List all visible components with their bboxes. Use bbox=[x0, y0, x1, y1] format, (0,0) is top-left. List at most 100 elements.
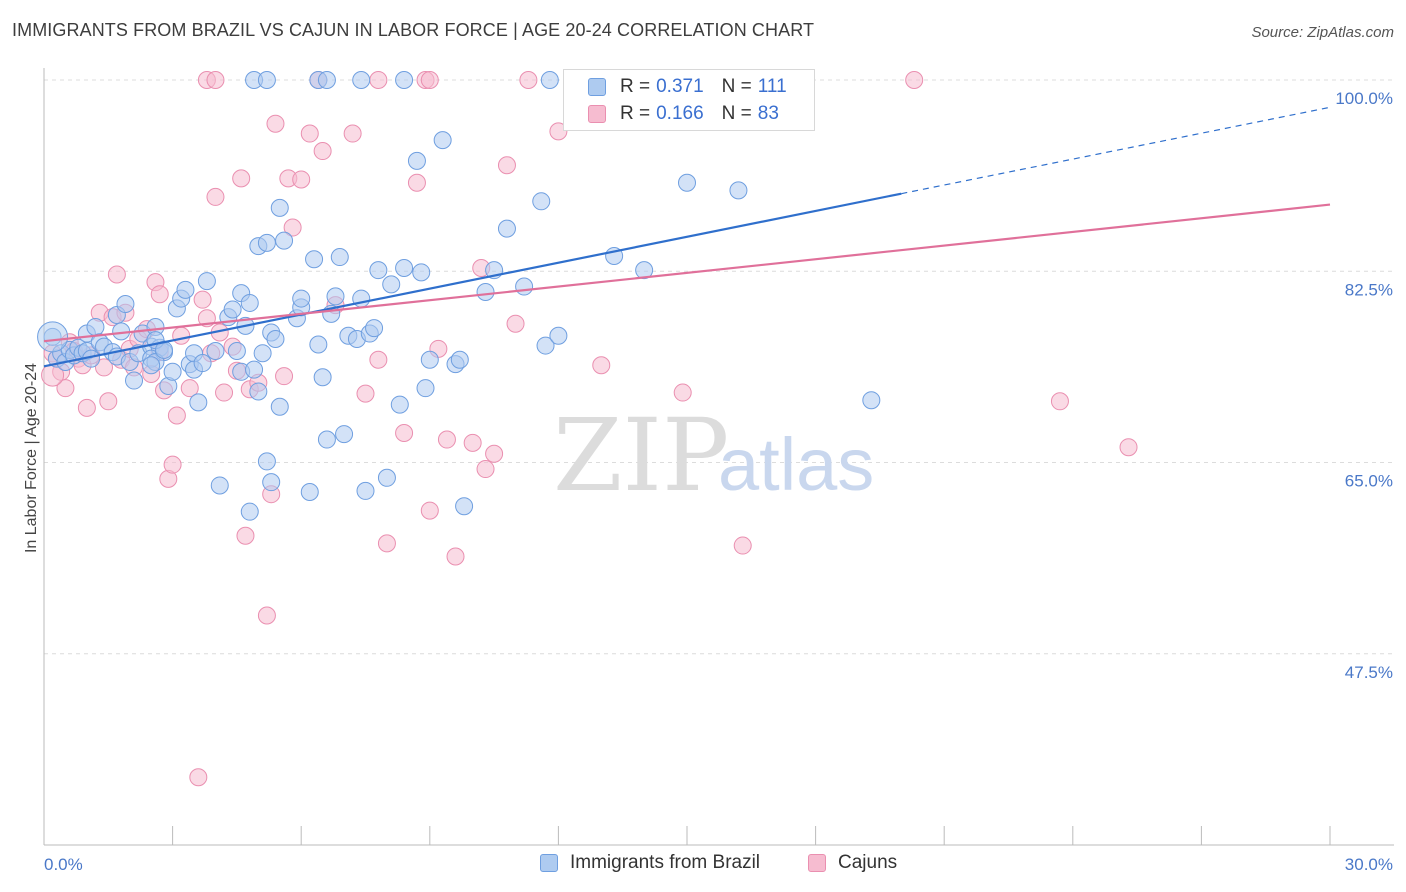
legend-row-cajun: R = 0.166 N = 83 bbox=[588, 101, 779, 127]
cajun-point bbox=[266, 114, 285, 133]
cajun-trend-line bbox=[43, 203, 1331, 343]
brazil-point bbox=[450, 350, 469, 369]
cajun-point bbox=[189, 768, 208, 787]
cajun-point bbox=[180, 379, 199, 398]
cajun-point bbox=[1119, 438, 1138, 457]
brazil-point bbox=[678, 173, 696, 192]
brazil-point bbox=[365, 319, 384, 338]
cajun-point bbox=[407, 173, 426, 192]
brazil-point bbox=[420, 350, 439, 369]
y-tick-label: 65.0% bbox=[1345, 472, 1393, 491]
chart-title: IMMIGRANTS FROM BRAZIL VS CAJUN IN LABOR… bbox=[12, 20, 815, 40]
brazil-point bbox=[189, 393, 208, 412]
brazil-point bbox=[309, 335, 328, 354]
cajun-point bbox=[733, 536, 752, 555]
brazil-point bbox=[515, 277, 534, 296]
cajun-point bbox=[206, 71, 225, 89]
brazil-point bbox=[197, 272, 216, 291]
brazil-point bbox=[412, 263, 431, 282]
cajun-point bbox=[1050, 392, 1069, 411]
cajun-point bbox=[592, 356, 611, 375]
cajun-point bbox=[369, 71, 388, 89]
cajun-point bbox=[236, 526, 255, 545]
brazil-point bbox=[390, 395, 409, 414]
brazil-trend-extension bbox=[901, 106, 1331, 195]
cajun-point bbox=[300, 124, 319, 143]
source-credit: Source: ZipAtlas.com bbox=[1251, 24, 1394, 41]
brazil-point bbox=[240, 293, 259, 312]
x-tick-label: 0.0% bbox=[44, 855, 83, 874]
cajun-point bbox=[437, 430, 456, 449]
cajun-point bbox=[167, 406, 186, 425]
y-tick-label: 47.5% bbox=[1345, 663, 1393, 682]
legend-item-brazil[interactable]: Immigrants from Brazil bbox=[540, 852, 760, 874]
legend-item-cajun[interactable]: Cajuns bbox=[808, 852, 897, 874]
brazil-point bbox=[433, 131, 452, 150]
brazil-point bbox=[455, 497, 474, 516]
legend-label-cajun: Cajuns bbox=[838, 852, 898, 873]
cajun-point bbox=[905, 71, 924, 89]
cajun-point bbox=[506, 314, 525, 333]
brazil-point bbox=[37, 321, 69, 353]
brazil-point bbox=[317, 71, 336, 89]
y-tick-label: 100.0% bbox=[1335, 89, 1393, 108]
brazil-point bbox=[116, 295, 135, 314]
brazil-point bbox=[275, 231, 294, 250]
brazil-point bbox=[326, 287, 345, 306]
brazil-point bbox=[206, 342, 225, 361]
trend-lines bbox=[43, 106, 1331, 368]
brazil-point bbox=[395, 71, 414, 89]
y-axis-label: In Labor Force | Age 20-24 bbox=[23, 363, 40, 553]
cajun-point bbox=[343, 124, 362, 143]
brazil-point bbox=[270, 397, 289, 416]
cajun-point bbox=[292, 170, 311, 189]
brazil-point bbox=[253, 344, 272, 363]
brazil-point bbox=[257, 71, 276, 89]
watermark: ZIP atlas bbox=[553, 397, 874, 514]
brazil-point bbox=[210, 476, 229, 495]
cajun-point bbox=[172, 326, 191, 345]
y-tick-labels: 47.5% 65.0% 82.5% 100.0% bbox=[1335, 89, 1393, 682]
legend-r-label: R = bbox=[620, 103, 651, 124]
legend-r-value: 0.166 bbox=[656, 103, 704, 124]
cajun-legend-swatch bbox=[808, 854, 826, 872]
brazil-point bbox=[395, 258, 414, 277]
brazil-point bbox=[193, 354, 212, 373]
cajun-point bbox=[497, 156, 516, 175]
brazil-point bbox=[330, 248, 349, 267]
brazil-point bbox=[142, 356, 161, 375]
cajun-point bbox=[673, 383, 692, 402]
cajun-point bbox=[377, 534, 396, 553]
cajun-point bbox=[99, 392, 118, 411]
brazil-point bbox=[549, 326, 568, 345]
legend-n-value: 83 bbox=[757, 103, 779, 124]
brazil-point bbox=[270, 198, 289, 217]
cajun-point bbox=[420, 501, 439, 520]
brazil-point bbox=[382, 275, 401, 294]
cajun-point bbox=[150, 285, 169, 304]
brazil-points bbox=[37, 71, 881, 521]
cajun-point bbox=[275, 367, 294, 386]
brazil-point bbox=[176, 280, 195, 299]
brazil-point bbox=[369, 261, 388, 280]
legend-row-brazil: R = 0.371 N = 111 bbox=[588, 74, 787, 100]
brazil-point bbox=[317, 430, 336, 449]
brazil-point bbox=[86, 317, 105, 336]
correlation-legend: R = 0.371 N = 111 R = 0.166 N = 83 bbox=[563, 69, 815, 131]
brazil-point bbox=[163, 362, 182, 381]
cajun-point bbox=[163, 455, 182, 474]
brazil-trend-line bbox=[43, 192, 902, 368]
brazil-point bbox=[262, 473, 281, 492]
brazil-point bbox=[862, 391, 881, 410]
cajun-point bbox=[313, 142, 332, 161]
brazil-point bbox=[335, 425, 354, 444]
brazil-point bbox=[416, 379, 435, 398]
legend-label-brazil: Immigrants from Brazil bbox=[570, 852, 761, 873]
brazil-point bbox=[245, 360, 264, 379]
y-tick-label: 82.5% bbox=[1345, 280, 1393, 299]
cajun-point bbox=[446, 547, 465, 566]
brazil-point bbox=[223, 300, 242, 319]
brazil-point bbox=[240, 502, 259, 521]
cajun-point bbox=[549, 122, 568, 141]
